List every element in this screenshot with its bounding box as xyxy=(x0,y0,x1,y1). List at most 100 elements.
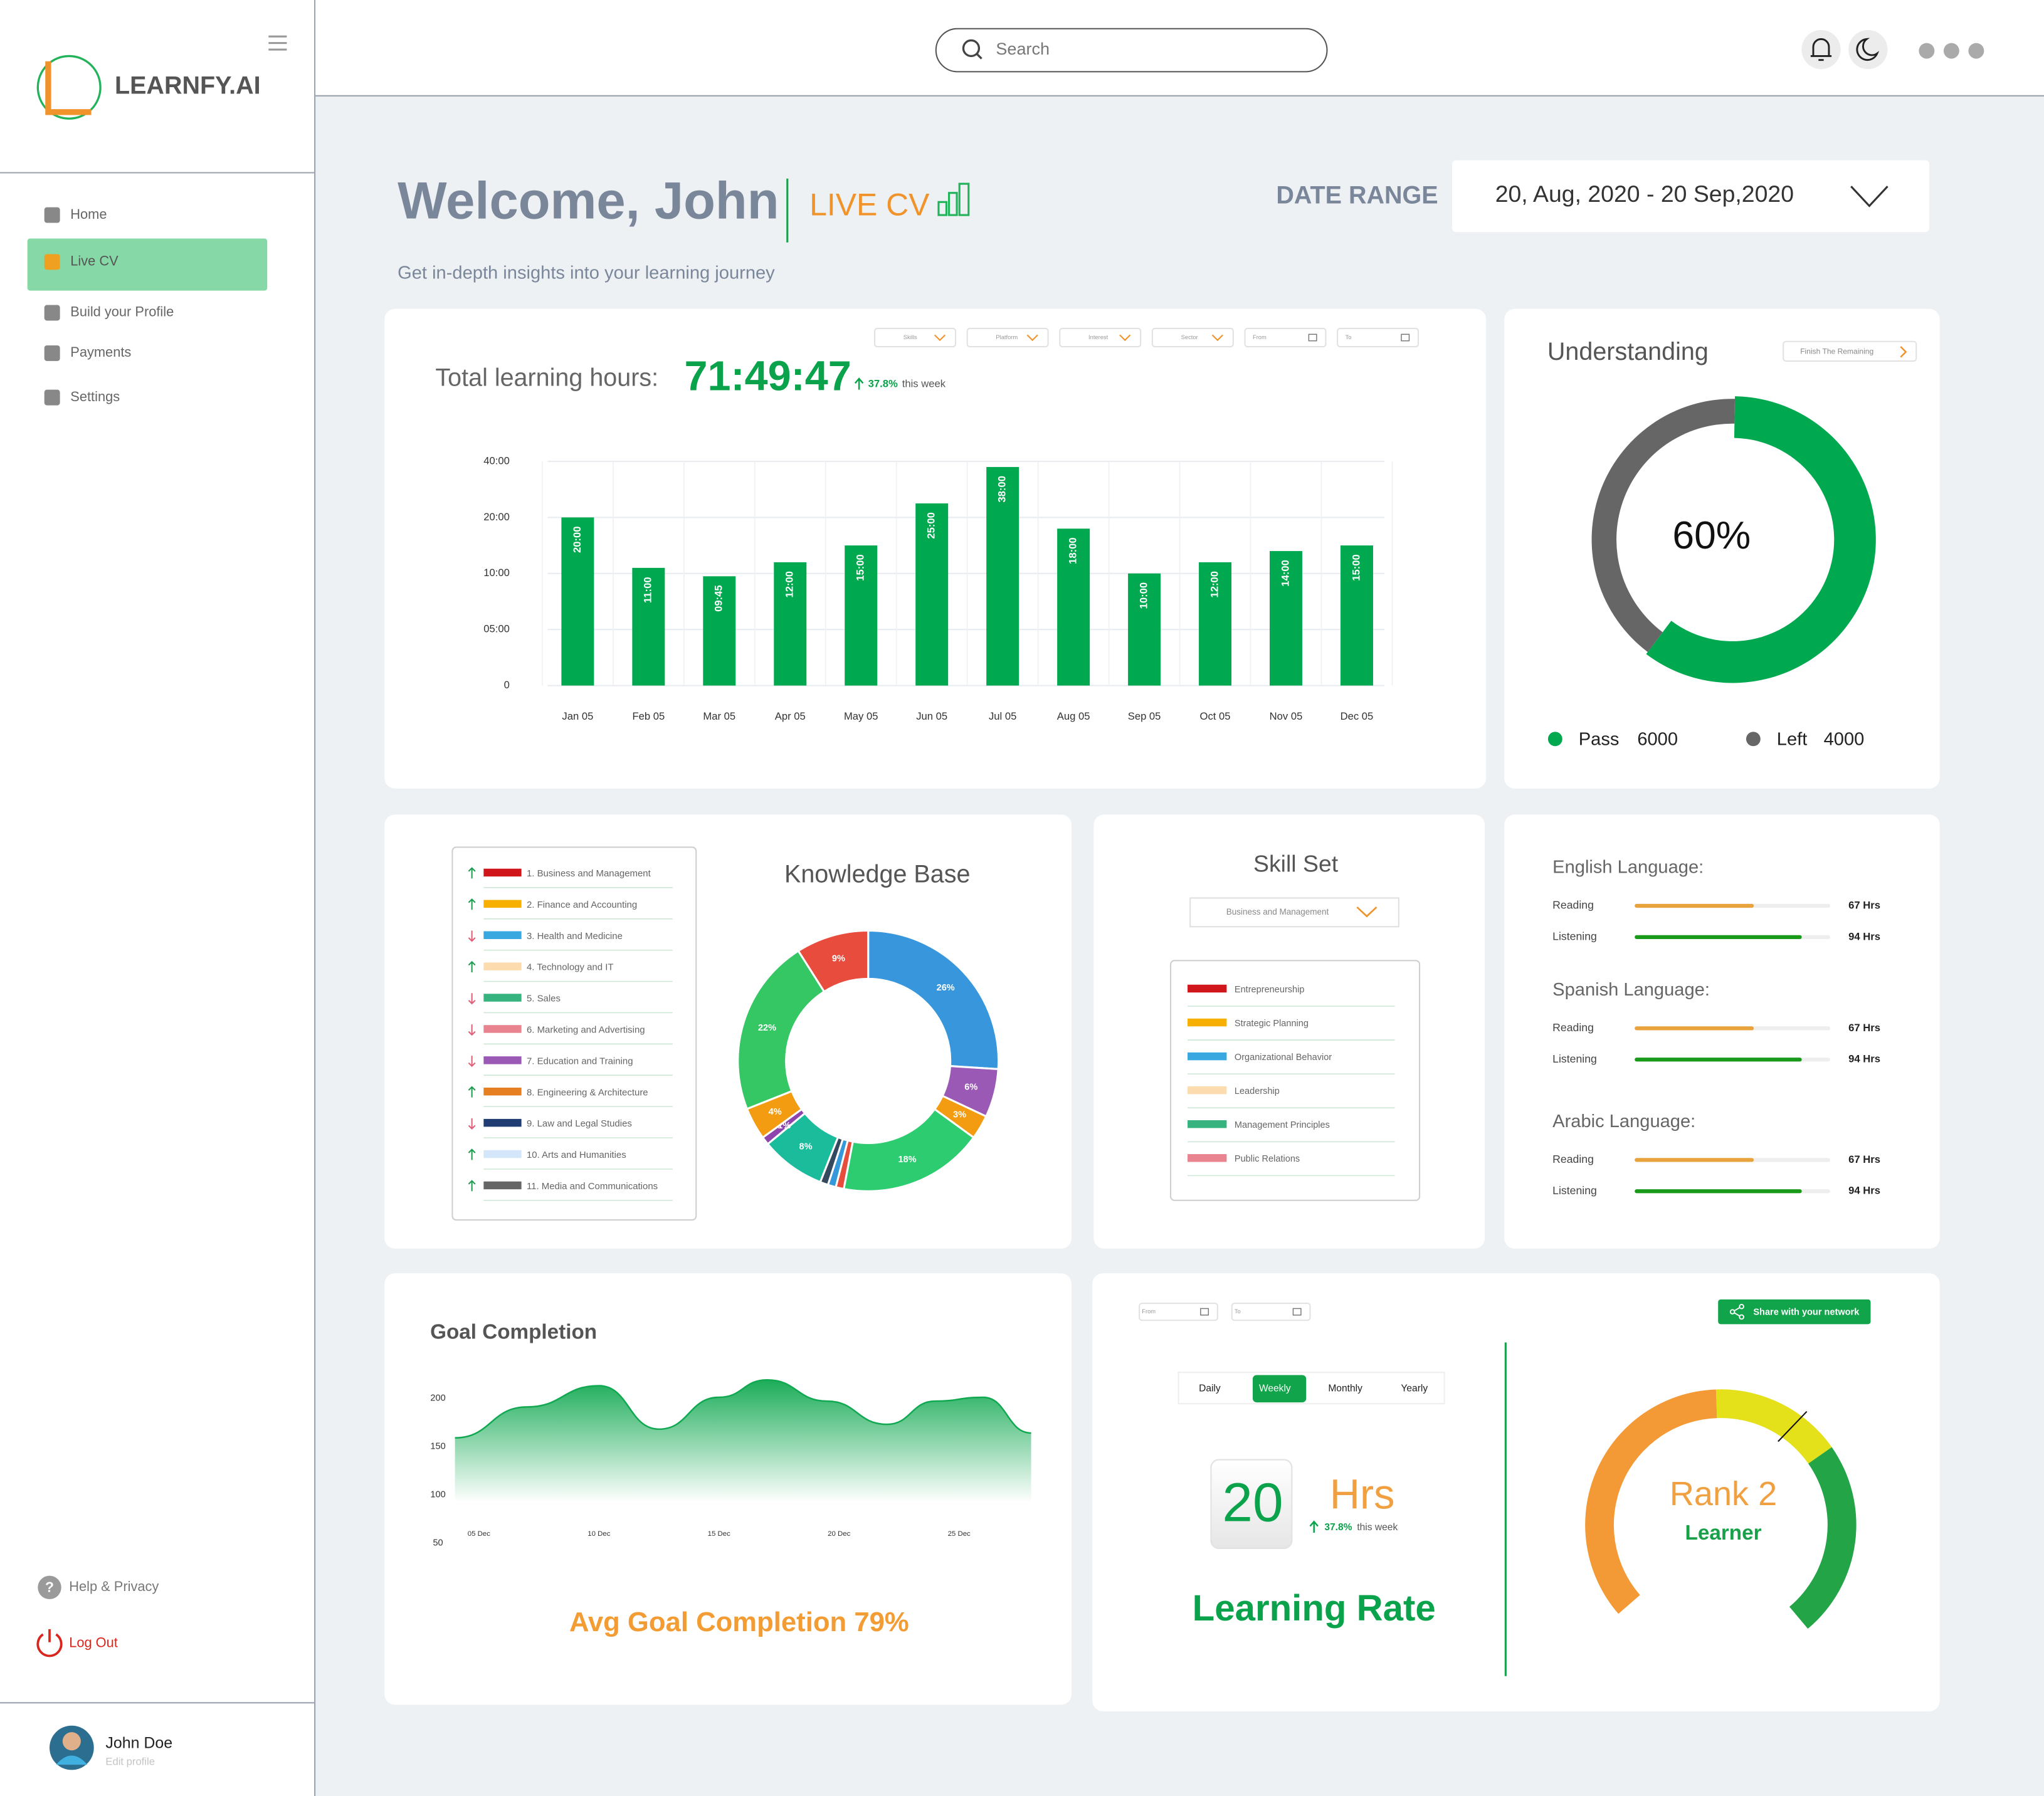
language-skill: Listening xyxy=(1552,1053,1597,1065)
date-field[interactable] xyxy=(1244,327,1327,348)
date-field[interactable] xyxy=(1231,1303,1311,1321)
skill-label: Entrepreneurship xyxy=(1235,985,1305,995)
donut-value-label: 22% xyxy=(758,1023,776,1033)
tab[interactable]: Yearly xyxy=(1401,1383,1428,1394)
tab[interactable]: Monthly xyxy=(1328,1383,1362,1394)
bell-icon xyxy=(1810,38,1832,61)
search-icon xyxy=(962,39,981,58)
avatar-face xyxy=(62,1732,81,1751)
x-tick-label: Oct 05 xyxy=(1200,710,1231,722)
bar-value-label: 14:00 xyxy=(1279,560,1291,587)
date-range-value: 20, Aug, 2020 - 20 Sep,2020 xyxy=(1495,181,1794,207)
language-bar xyxy=(1635,903,1754,908)
legend-swatch xyxy=(483,962,522,970)
bar-value-label: 15:00 xyxy=(1350,554,1362,581)
trend-up xyxy=(468,1180,476,1192)
brand: LEARNFY.AI xyxy=(115,72,261,100)
trend-up xyxy=(468,898,476,910)
tab[interactable]: Weekly xyxy=(1259,1383,1291,1394)
notification-button[interactable] xyxy=(1801,29,1841,70)
legend-swatch xyxy=(483,1181,522,1190)
bar xyxy=(632,567,665,686)
skill-list-box xyxy=(1169,960,1421,1201)
date-range-picker[interactable] xyxy=(1452,160,1930,233)
chart-icon-bar xyxy=(937,201,947,216)
trend-down xyxy=(468,1056,476,1068)
calendar-icon xyxy=(1308,333,1317,342)
y-tick-label: 100 xyxy=(430,1489,445,1499)
donut-segment xyxy=(797,929,870,993)
skill-dropdown-label: Business and Management xyxy=(1226,907,1329,916)
finish-button-label: Finish The Remaining xyxy=(1800,347,1873,356)
skill-swatch xyxy=(1188,1052,1227,1061)
legend-swatch xyxy=(483,868,522,877)
calendar-icon xyxy=(1292,1308,1302,1316)
language-card xyxy=(1504,814,1940,1249)
knowledge-legend: 1. Business and Management 2. Finance and… xyxy=(468,867,673,1201)
share-node xyxy=(1739,1314,1744,1320)
donut-value-label: 18% xyxy=(898,1155,916,1165)
menu-dot[interactable] xyxy=(1968,43,1984,59)
legend-swatch xyxy=(483,931,522,939)
share-button[interactable] xyxy=(1718,1299,1871,1325)
skill-dropdown-chevron xyxy=(1356,906,1378,918)
date-field[interactable] xyxy=(1139,1303,1218,1321)
dropdown[interactable] xyxy=(874,327,957,348)
nav-item[interactable]: Live CV xyxy=(70,253,119,269)
legend-label: 7. Education and Training xyxy=(527,1056,633,1066)
dropdown-label: Interest xyxy=(1088,334,1109,340)
language-bar xyxy=(1635,1058,1802,1062)
date-field[interactable] xyxy=(1337,327,1420,348)
user-sub[interactable]: Edit profile xyxy=(105,1755,155,1767)
language-skill: Listening xyxy=(1552,1184,1597,1197)
nav-active-bg xyxy=(27,238,268,291)
logout-link[interactable]: Log Out xyxy=(69,1635,118,1651)
skill-list: Entrepreneurship Strategic Planning Organi… xyxy=(1188,984,1395,1177)
skill-title: Skill Set xyxy=(1253,850,1339,876)
nav-item[interactable]: Home xyxy=(70,206,107,222)
trend-down xyxy=(468,930,476,942)
help-link[interactable]: Help & Privacy xyxy=(69,1578,159,1594)
area-line xyxy=(455,1379,1031,1439)
bar xyxy=(774,562,807,686)
language-value: 67 Hrs xyxy=(1848,1022,1880,1034)
live-cv-tag: LIVE CV xyxy=(809,187,930,223)
date-field-label: To xyxy=(1235,1308,1241,1315)
search-box[interactable] xyxy=(935,28,1328,73)
gauge-needle xyxy=(1778,1410,1808,1442)
dropdown[interactable] xyxy=(966,327,1049,348)
x-tick-label: Dec 05 xyxy=(1341,710,1374,722)
logo-ring xyxy=(36,55,102,120)
bar-value-label: 38:00 xyxy=(996,476,1008,503)
logo-l xyxy=(45,61,92,115)
date-field-label: To xyxy=(1346,334,1352,340)
legend-dot xyxy=(1746,732,1761,747)
menu-dot[interactable] xyxy=(1943,43,1959,59)
legend-label: 6. Marketing and Advertising xyxy=(527,1024,645,1035)
tab[interactable]: Daily xyxy=(1199,1383,1221,1394)
nav-item[interactable]: Build your Profile xyxy=(70,304,174,320)
languages: English Language: Reading 67 Hrs Listening 9… xyxy=(1552,857,1880,1197)
learning-hours: 20 xyxy=(1222,1471,1283,1533)
understanding-title: Understanding xyxy=(1547,338,1709,365)
menu-icon[interactable] xyxy=(268,35,287,51)
knowledge-title: Knowledge Base xyxy=(784,861,970,888)
bar xyxy=(1270,551,1303,686)
language-bar xyxy=(1635,1026,1754,1031)
menu-dot[interactable] xyxy=(1919,43,1935,59)
nav-item[interactable]: Settings xyxy=(70,389,120,404)
y-tick-label: 150 xyxy=(430,1441,445,1451)
share-node xyxy=(1729,1309,1736,1315)
dropdown[interactable] xyxy=(1059,327,1142,348)
knowledge-donut: 26%6%3%18%8%1%4%22%9% xyxy=(737,929,1000,1192)
dropdown[interactable] xyxy=(1151,327,1234,348)
moon-icon xyxy=(1856,38,1880,61)
language-title: English Language: xyxy=(1552,857,1704,877)
skill-dropdown[interactable] xyxy=(1189,897,1399,928)
nav-item[interactable]: Payments xyxy=(70,344,131,360)
theme-button[interactable] xyxy=(1848,29,1888,70)
logout-icon xyxy=(36,1629,63,1657)
legend-label: 4. Technology and IT xyxy=(527,962,614,973)
finish-button[interactable] xyxy=(1783,340,1917,362)
